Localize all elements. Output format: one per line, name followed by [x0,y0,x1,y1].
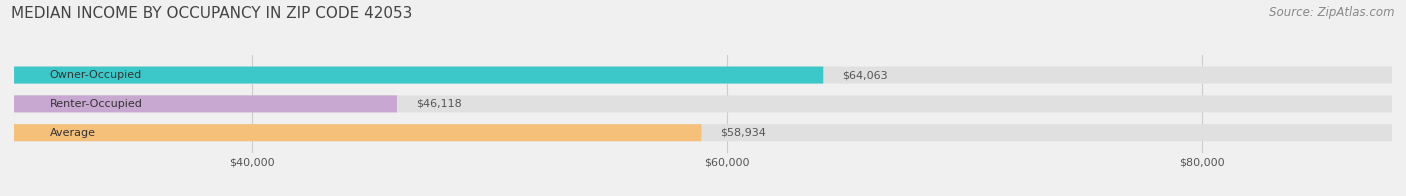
Text: MEDIAN INCOME BY OCCUPANCY IN ZIP CODE 42053: MEDIAN INCOME BY OCCUPANCY IN ZIP CODE 4… [11,6,412,21]
FancyBboxPatch shape [14,67,1392,83]
FancyBboxPatch shape [14,95,1392,112]
FancyBboxPatch shape [14,124,1392,141]
FancyBboxPatch shape [14,95,396,112]
FancyBboxPatch shape [14,67,824,83]
Text: Renter-Occupied: Renter-Occupied [49,99,142,109]
Text: Owner-Occupied: Owner-Occupied [49,70,142,80]
Text: $58,934: $58,934 [720,128,766,138]
Text: Source: ZipAtlas.com: Source: ZipAtlas.com [1270,6,1395,19]
FancyBboxPatch shape [14,124,702,141]
Text: $64,063: $64,063 [842,70,889,80]
Text: $46,118: $46,118 [416,99,461,109]
Text: Average: Average [49,128,96,138]
